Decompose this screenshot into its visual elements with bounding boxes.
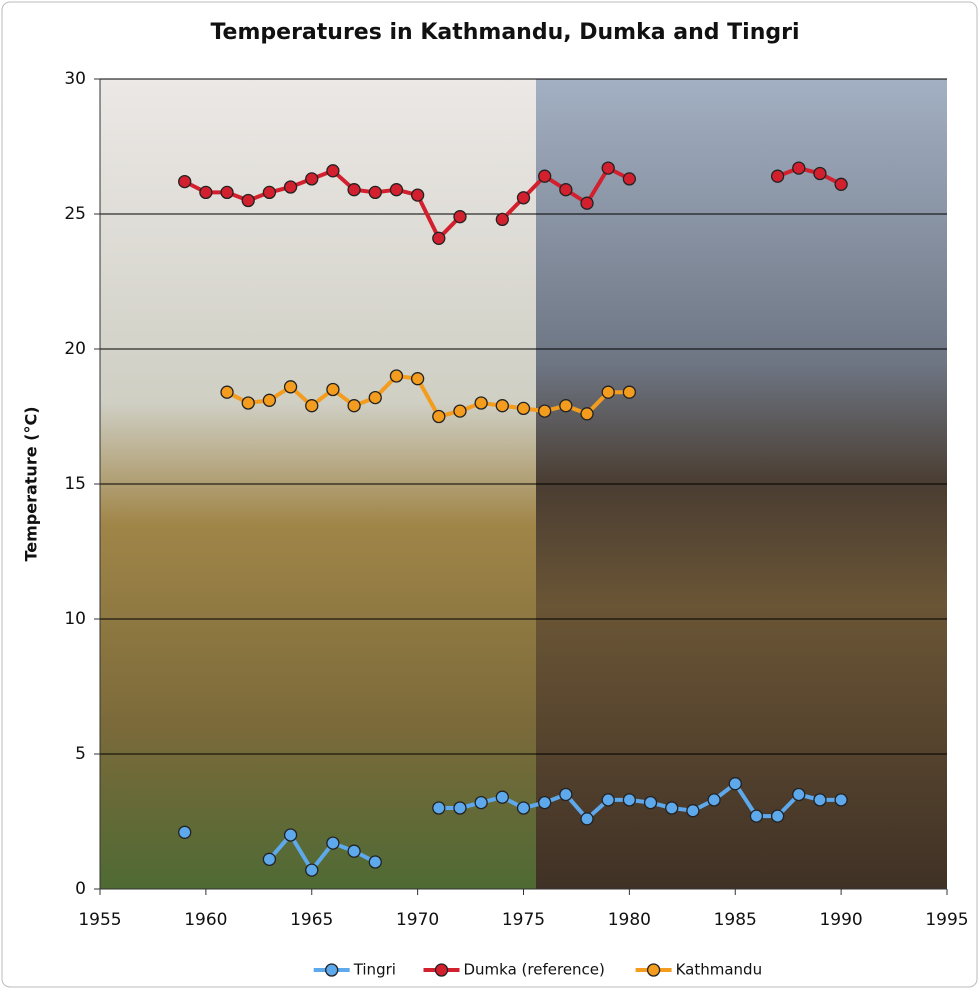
point xyxy=(410,188,425,202)
point xyxy=(601,161,615,175)
point xyxy=(347,183,361,197)
point xyxy=(389,369,404,383)
point xyxy=(559,399,573,413)
point xyxy=(770,809,785,823)
point xyxy=(538,404,552,418)
point xyxy=(495,212,509,227)
point xyxy=(432,801,446,815)
point xyxy=(178,174,192,189)
point xyxy=(622,172,637,186)
point xyxy=(262,185,277,200)
point xyxy=(389,183,404,197)
y-tick-label: 0 xyxy=(75,879,86,899)
point xyxy=(813,793,827,807)
point xyxy=(665,801,679,815)
x-tick-label: 1965 xyxy=(290,910,333,930)
y-tick-label: 30 xyxy=(64,69,86,89)
point xyxy=(220,185,234,200)
point xyxy=(792,787,806,802)
point xyxy=(516,401,531,416)
point xyxy=(749,809,764,823)
point xyxy=(474,396,488,410)
point xyxy=(792,161,806,175)
point xyxy=(453,404,467,418)
point xyxy=(495,399,509,413)
point xyxy=(283,380,298,394)
legend-marker xyxy=(325,963,339,977)
point xyxy=(601,385,615,399)
point xyxy=(538,169,552,183)
point xyxy=(241,193,255,208)
point xyxy=(432,409,446,424)
point xyxy=(728,777,742,791)
point xyxy=(368,390,382,405)
point xyxy=(707,793,721,807)
x-tick-label: 1995 xyxy=(925,910,968,930)
point xyxy=(305,399,319,413)
y-tick-label: 5 xyxy=(75,744,86,764)
point xyxy=(368,855,382,869)
x-tick-label: 1990 xyxy=(819,910,862,930)
point xyxy=(432,231,446,245)
point xyxy=(241,396,255,410)
point xyxy=(410,372,425,386)
point xyxy=(559,183,573,197)
point xyxy=(305,172,319,186)
point xyxy=(516,801,531,815)
x-tick-label: 1960 xyxy=(184,910,227,930)
x-tick-label: 1980 xyxy=(608,910,651,930)
point xyxy=(834,177,848,191)
point xyxy=(474,795,488,810)
point xyxy=(347,844,361,858)
point xyxy=(283,828,298,842)
legend-marker xyxy=(646,963,661,977)
point xyxy=(305,863,319,877)
y-tick-label: 25 xyxy=(64,204,86,224)
point xyxy=(453,210,467,224)
point xyxy=(622,385,637,399)
point xyxy=(580,196,594,210)
point xyxy=(601,793,615,807)
point xyxy=(643,795,658,810)
point xyxy=(368,185,382,200)
point xyxy=(559,787,573,802)
point xyxy=(453,801,467,815)
y-tick-label: 20 xyxy=(64,339,86,359)
point xyxy=(262,393,277,407)
point xyxy=(580,407,594,421)
point xyxy=(834,793,848,807)
legend-label: Tingri xyxy=(353,961,396,979)
point xyxy=(580,812,594,826)
legend-marker xyxy=(434,963,449,977)
point xyxy=(495,790,509,804)
legend-label: Kathmandu xyxy=(676,961,763,979)
point xyxy=(178,825,192,839)
point xyxy=(326,382,340,397)
y-tick-label: 15 xyxy=(64,474,86,494)
y-axis-label: Temperature (°C) xyxy=(22,406,41,561)
point xyxy=(538,795,552,810)
x-tick-label: 1955 xyxy=(78,910,121,930)
point xyxy=(199,185,213,200)
point xyxy=(770,169,785,183)
x-tick-label: 1975 xyxy=(502,910,545,930)
point xyxy=(686,804,700,818)
point xyxy=(220,385,234,399)
chart-title: Temperatures in Kathmandu, Dumka and Tin… xyxy=(210,20,799,45)
legend-label: Dumka (reference) xyxy=(464,961,605,979)
x-tick-label: 1985 xyxy=(714,910,757,930)
point xyxy=(622,793,637,807)
point xyxy=(326,836,340,850)
point xyxy=(813,166,827,181)
x-tick-label: 1970 xyxy=(396,910,439,930)
y-tick-label: 10 xyxy=(64,609,86,629)
point xyxy=(347,399,361,413)
point xyxy=(516,191,531,205)
point xyxy=(326,164,340,178)
point xyxy=(283,180,298,194)
point xyxy=(262,852,277,866)
